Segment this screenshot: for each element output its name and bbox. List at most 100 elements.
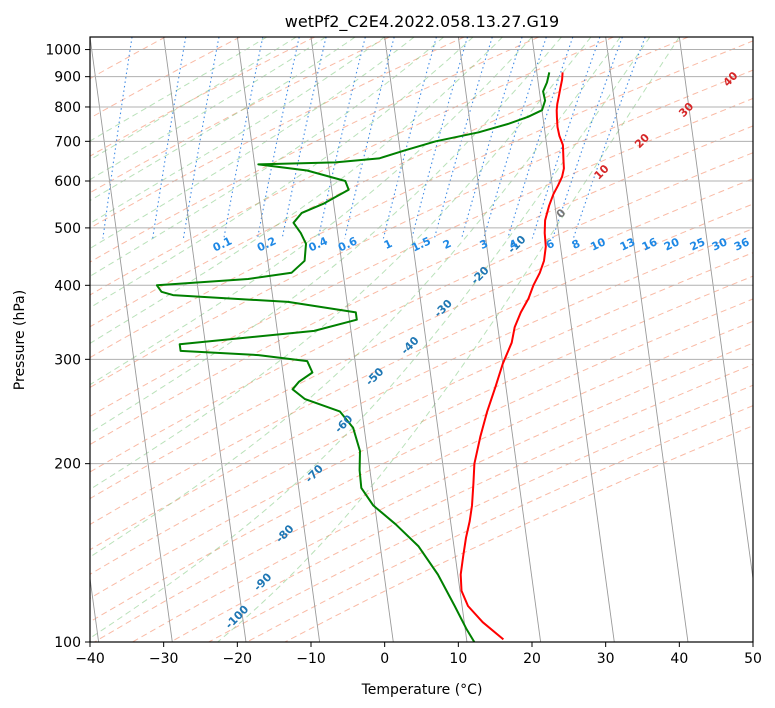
dry-adiabat-label: 30 — [676, 100, 696, 120]
y-tick-label: 300 — [54, 352, 81, 368]
dry-adiabat-line — [90, 37, 540, 263]
isotherm-line — [163, 37, 247, 642]
dry-adiabat-line — [90, 37, 390, 194]
mixing-ratio-line — [461, 37, 523, 239]
isotherm-line — [90, 575, 100, 642]
dry-adiabat-line — [90, 37, 614, 296]
moist-adiabat-line — [90, 37, 621, 558]
isotherm-line — [310, 37, 394, 642]
moist-adiabat-line — [90, 37, 297, 161]
mixing-ratio-label: 3 — [478, 237, 490, 252]
dry-adiabat-line — [90, 125, 753, 446]
moist-adiabat-line — [90, 37, 385, 225]
dry-adiabat-label: -50 — [363, 365, 386, 388]
isotherm-line — [531, 37, 615, 642]
mixing-ratio-label: 0.6 — [336, 234, 359, 254]
y-tick-label: 600 — [54, 174, 81, 190]
mixing-ratio-line — [281, 37, 327, 239]
moist-adiabat-line — [90, 37, 592, 491]
mixing-ratio-label: 10 — [588, 235, 608, 253]
dry-adiabat-line — [90, 275, 753, 599]
dry-adiabat-label: -20 — [468, 264, 491, 287]
x-tick-label: 50 — [744, 651, 762, 667]
mixing-ratio-line — [552, 37, 623, 239]
y-tick-label: 200 — [54, 457, 81, 473]
mixing-ratio-label: 2 — [441, 237, 453, 252]
dry-adiabat-line — [208, 384, 753, 642]
mixing-ratio-line — [507, 37, 574, 239]
moist-adiabat-line — [90, 37, 326, 181]
isotherm-line — [457, 37, 542, 642]
dry-adiabat-label: 20 — [632, 131, 652, 151]
temperature-profile-line — [459, 72, 565, 641]
dry-adiabat-line — [90, 152, 753, 473]
x-tick-label: −40 — [75, 651, 105, 667]
isotherm-line — [752, 37, 753, 41]
mixing-ratio-line — [483, 37, 547, 239]
moist-adiabat-line — [90, 37, 533, 386]
moist-adiabat-line — [90, 37, 562, 434]
mixing-ratio-line — [256, 37, 300, 239]
x-tick-label: 20 — [523, 651, 541, 667]
dry-adiabat-line — [90, 37, 241, 119]
isotherm-line — [384, 37, 468, 642]
moist-adiabat-line — [90, 37, 503, 344]
mixing-ratio-label: 0.4 — [307, 234, 330, 254]
dry-adiabat-line — [94, 320, 753, 642]
dry-adiabat-line — [90, 69, 753, 388]
chart-title: wetPf2_C2E4.2022.058.13.27.G19 — [285, 12, 559, 32]
mixing-ratio-label: 1 — [382, 237, 394, 252]
y-axis-label: Pressure (hPa) — [12, 290, 28, 390]
dry-adiabat-line — [90, 37, 315, 157]
isotherm-line — [678, 37, 753, 582]
x-tick-label: −30 — [149, 651, 179, 667]
dry-adiabat-line — [90, 178, 753, 500]
mixing-ratio-label: 20 — [662, 235, 682, 253]
y-tick-label: 1000 — [45, 43, 81, 59]
dry-adiabat-line — [90, 252, 753, 575]
dry-adiabat-line — [90, 203, 753, 526]
y-tick-label: 900 — [54, 70, 81, 86]
x-tick-label: 0 — [380, 651, 389, 667]
y-tick-label: 400 — [54, 278, 81, 294]
mixing-ratio-line — [433, 37, 493, 239]
dry-adiabat-label: 10 — [592, 162, 612, 182]
mixing-ratio-label: 25 — [688, 235, 707, 253]
isotherm-line — [236, 37, 321, 642]
dry-adiabat-line — [170, 363, 753, 642]
dry-adiabat-label: 0 — [554, 206, 569, 221]
dry-adiabat-line — [90, 97, 753, 417]
x-tick-label: 40 — [670, 651, 688, 667]
mixing-ratio-line — [102, 37, 133, 239]
y-tick-label: 800 — [54, 100, 81, 116]
dry-adiabat-line — [90, 298, 753, 623]
isotherm-line — [605, 37, 689, 642]
isotherm-line — [90, 37, 173, 642]
dry-adiabat-label: -80 — [273, 522, 296, 545]
x-tick-label: −10 — [296, 651, 326, 667]
mixing-ratio-line — [152, 37, 187, 239]
mixing-ratio-label: 1.5 — [410, 234, 433, 254]
y-tick-label: 100 — [54, 635, 81, 651]
moist-adiabat-line — [90, 37, 268, 142]
dewpoint-profile-line — [155, 72, 551, 642]
mixing-ratio-line — [344, 37, 395, 239]
plot-frame — [89, 36, 754, 643]
dry-adiabat-label: -70 — [303, 462, 326, 485]
x-tick-label: 30 — [597, 651, 615, 667]
mixing-ratio-label: 8 — [570, 237, 582, 252]
dry-adiabat-label: -90 — [251, 570, 274, 593]
mixing-ratio-label: 0.1 — [211, 234, 234, 254]
y-tick-label: 700 — [54, 134, 81, 150]
moist-adiabat-line — [90, 37, 356, 202]
mixing-ratio-label: 36 — [732, 235, 752, 253]
dry-adiabat-line — [90, 228, 753, 551]
mixing-ratio-label: 13 — [618, 235, 637, 253]
x-tick-label: −20 — [223, 651, 253, 667]
mixing-ratio-line — [531, 37, 601, 239]
x-tick-label: 10 — [449, 651, 467, 667]
dry-adiabat-line — [284, 425, 753, 642]
moist-adiabat-line — [90, 37, 474, 309]
